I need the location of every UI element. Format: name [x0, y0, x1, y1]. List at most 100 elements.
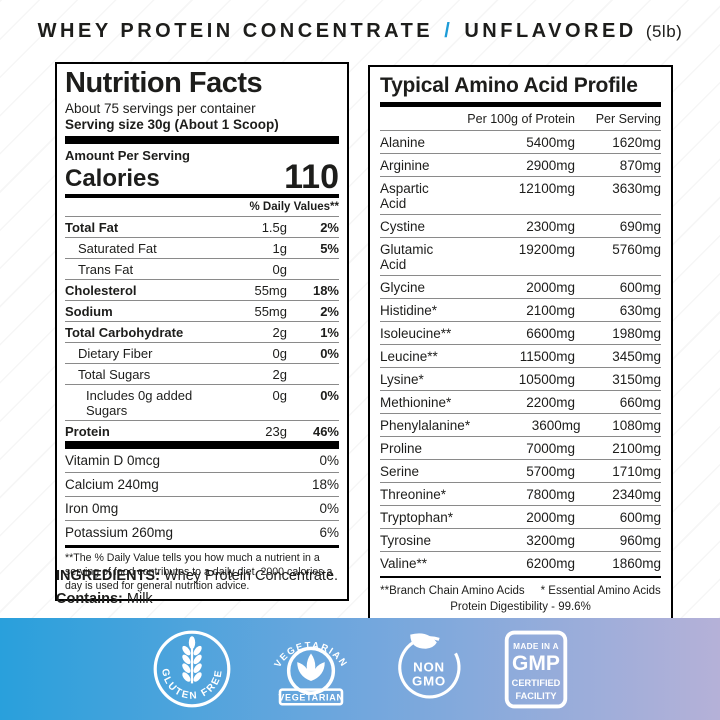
nutrient-name: Sodium [65, 303, 113, 319]
amino-col-spacer [380, 112, 457, 126]
vitamin-dv: 0% [319, 501, 339, 517]
non-gmo-line1: NON [413, 659, 445, 674]
title-slash: / [444, 20, 454, 42]
nutrient-amount: 0g [272, 261, 287, 277]
amino-row: Methionine* 2200mg 660mg [380, 390, 661, 413]
amino-column-headers: Per 100g of Protein Per Serving [380, 107, 661, 131]
amino-per-serving: 600mg [619, 509, 661, 525]
product-size: (5lb) [645, 22, 683, 41]
nutrient-dv: 5% [320, 240, 339, 256]
vitamin-row-potassium: Potassium 260mg 6% [65, 520, 339, 544]
amino-per-100g: 5400mg [526, 134, 575, 150]
digestibility-note: Protein Digestibility - 99.6% [450, 600, 591, 613]
contains-value: Milk [126, 591, 153, 607]
amino-acid-panel: Typical Amino Acid Profile Per 100g of P… [368, 65, 673, 628]
amino-per-serving: 2340mg [612, 486, 661, 502]
amino-per-100g: 7800mg [526, 486, 575, 502]
amino-per-serving: 1620mg [612, 134, 661, 150]
amino-footnote: **Branch Chain Amino Acids * Essential Am… [380, 576, 661, 617]
amino-row: Lysine* 10500mg 3150mg [380, 367, 661, 390]
amino-per-100g: 3200mg [526, 532, 575, 548]
nutrient-dv: 2% [320, 303, 339, 319]
wheat-icon [182, 636, 202, 684]
non-gmo-icon: NON GMO [398, 633, 461, 699]
nutrient-name: Total Carbohydrate [65, 324, 184, 340]
vitamin-dv: 6% [319, 525, 339, 541]
nutrient-name: Total Fat [65, 219, 119, 235]
amino-name: Histidine* [380, 302, 438, 318]
nutrient-dv: 0% [320, 387, 339, 403]
amino-name: Glycine [380, 279, 426, 295]
amino-name: Alanine [380, 134, 426, 150]
amino-name: Serine [380, 463, 420, 479]
amino-per-100g: 12100mg [518, 180, 575, 196]
divider-medium [65, 194, 339, 199]
amino-per-serving: 3630mg [612, 180, 661, 196]
nutrient-dv: 0% [320, 345, 339, 361]
amino-per-serving: 1980mg [612, 325, 661, 341]
divider-thick [380, 102, 661, 107]
nutrient-row-sodium: Sodium 55mg 2% [65, 300, 339, 321]
amino-col-per-100g: Per 100g of Protein [467, 112, 575, 126]
amino-per-serving: 3150mg [612, 371, 661, 387]
vegetarian-banner-text: VEGETARIAN [278, 692, 343, 702]
calories-row: Calories 110 [65, 157, 339, 196]
amino-row: Glycine 2000mg 600mg [380, 275, 661, 298]
nutrient-amount: 23g [265, 423, 287, 439]
amino-row: Serine 5700mg 1710mg [380, 459, 661, 482]
nutrient-name: Total Sugars [78, 366, 151, 382]
amino-name: Glutamic Acid [380, 241, 434, 272]
eaa-note: * Essential Amino Acids [540, 585, 661, 597]
amino-per-100g: 2100mg [526, 302, 575, 318]
product-name: WHEY PROTEIN CONCENTRATE [37, 20, 434, 42]
amino-name: Threonine* [380, 486, 447, 502]
nutrient-rows: Total Fat 1.5g 2% Saturated Fat 1g 5% Tr… [65, 217, 339, 441]
nutrient-amount: 55mg [254, 282, 287, 298]
nutrient-row-dietary-fiber: Dietary Fiber 0g 0% [65, 342, 339, 363]
nutrient-name: Cholesterol [65, 282, 137, 298]
gmp-line4: FACILITY [516, 690, 557, 700]
amino-per-100g: 2900mg [526, 157, 575, 173]
amino-row: Tyrosine 3200mg 960mg [380, 528, 661, 551]
amino-per-serving: 2100mg [612, 440, 661, 456]
amino-per-serving: 1080mg [612, 417, 661, 433]
amino-per-100g: 3600mg [531, 417, 581, 433]
bcaa-note: **Branch Chain Amino Acids [380, 585, 525, 597]
amino-row: Tryptophan* 2000mg 600mg [380, 505, 661, 528]
vitamin-dv: 0% [319, 453, 339, 469]
amino-name: Valine** [380, 555, 428, 571]
nutrient-amount: 0g [272, 387, 287, 403]
amino-name: Leucine** [380, 348, 438, 364]
amino-row: Histidine* 2100mg 630mg [380, 298, 661, 321]
amino-name: Arginine [380, 157, 430, 173]
amino-per-100g: 2300mg [526, 218, 575, 234]
ingredients-label: INGREDIENTS: [56, 568, 160, 584]
nutrient-amount: 1.5g [261, 219, 287, 235]
calories-value: 110 [284, 157, 339, 196]
ingredients-block: INGREDIENTS: Whey Protein Concentrate. C… [56, 568, 338, 614]
contains-label: Contains: [56, 591, 123, 607]
nutrient-dv: 18% [312, 282, 339, 298]
nutrient-row-total-fat: Total Fat 1.5g 2% [65, 217, 339, 237]
amino-row: Alanine 5400mg 1620mg [380, 131, 661, 153]
amino-per-100g: 10500mg [518, 371, 575, 387]
leaves-icon [297, 653, 325, 682]
amino-per-serving: 630mg [619, 302, 661, 318]
vegetarian-icon: VEGETARIAN VEGETARIAN [272, 640, 348, 706]
gmp-line3: CERTIFIED [512, 678, 561, 688]
nutrient-row-saturated-fat: Saturated Fat 1g 5% [65, 237, 339, 258]
vitamin-row-iron: Iron 0mg 0% [65, 496, 339, 520]
vitamin-row-vitamin-d: Vitamin D 0mcg 0% [65, 449, 339, 472]
nutrition-facts-panel: Nutrition Facts About 75 servings per co… [55, 62, 349, 602]
amino-name: Tryptophan* [380, 509, 454, 525]
amino-acid-title: Typical Amino Acid Profile [380, 74, 638, 97]
amino-name: Proline [380, 440, 423, 456]
amino-per-serving: 870mg [619, 157, 661, 173]
amino-name: Cystine [380, 218, 426, 234]
amino-name: Tyrosine [380, 532, 432, 548]
daily-value-footnote: **The % Daily Value tells you how much a… [65, 545, 339, 593]
amino-per-100g: 6600mg [526, 325, 575, 341]
amino-per-serving: 600mg [619, 279, 661, 295]
daily-values-header: % Daily Values** [65, 198, 339, 218]
nutrient-row-trans-fat: Trans Fat 0g [65, 258, 339, 279]
